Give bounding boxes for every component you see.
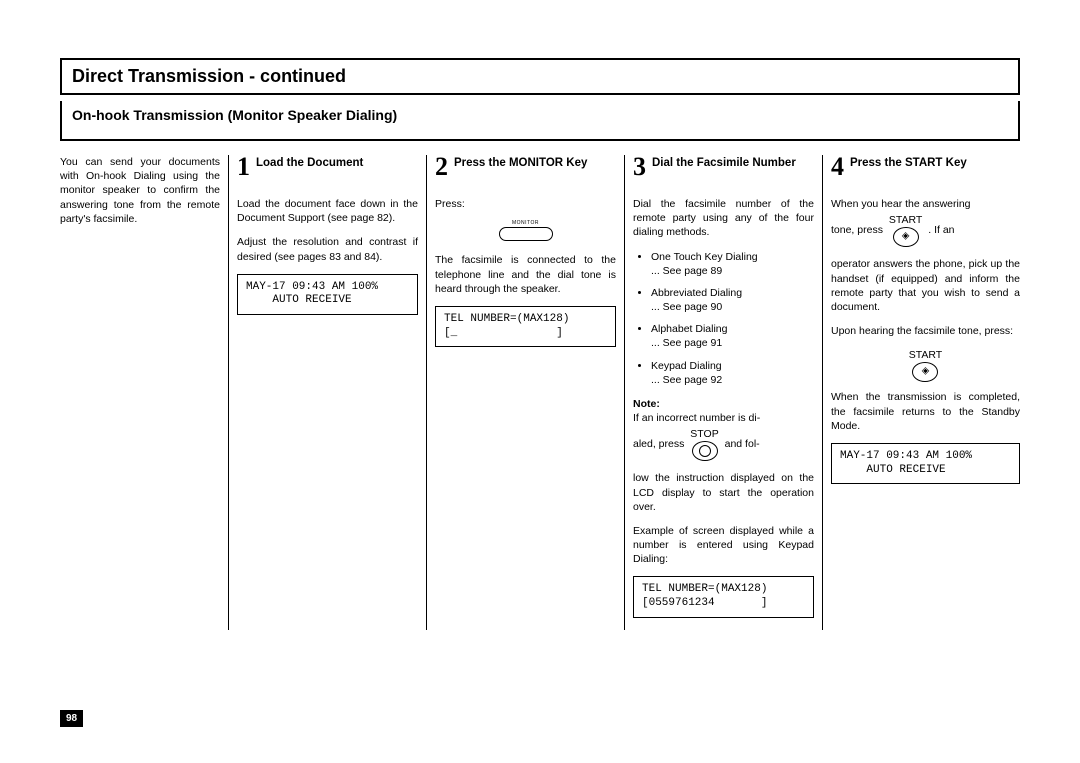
content-columns: You can send your documents with On-hook… — [60, 155, 1020, 630]
start-key-icon — [893, 227, 919, 247]
monitor-key: MONITOR — [435, 221, 616, 245]
step-4-p1a: When you hear the answering — [831, 197, 1020, 211]
step-3-example: Example of screen displayed while a numb… — [633, 524, 814, 567]
step-1-p1: Load the document face down in the Docum… — [237, 197, 418, 225]
monitor-key-icon — [499, 227, 553, 241]
step-3-head: 3 Dial the Facsimile Number — [633, 155, 814, 189]
note-line-3: low the instruction displayed on the LCD… — [633, 471, 814, 514]
step-2-head: 2 Press the MONITOR Key — [435, 155, 616, 189]
step-2-lcd: TEL NUMBER=(MAX128) [_ ] — [435, 306, 616, 348]
method-4: Keypad Dialing ... See page 92 — [651, 359, 814, 387]
page-number: 98 — [60, 710, 83, 727]
step-3-title: Dial the Facsimile Number — [652, 155, 796, 170]
step-3: 3 Dial the Facsimile Number Dial the fac… — [624, 155, 822, 630]
stop-key: STOP — [690, 427, 718, 461]
intro-text: You can send your documents with On-hook… — [60, 155, 220, 226]
intro-column: You can send your documents with On-hook… — [60, 155, 228, 630]
step-1-head: 1 Load the Document — [237, 155, 418, 189]
method-1: One Touch Key Dialing ... See page 89 — [651, 250, 814, 278]
step-2-p1: Press: — [435, 197, 616, 211]
start-key-inline: START — [889, 213, 922, 247]
dialing-methods: One Touch Key Dialing ... See page 89 Ab… — [633, 250, 814, 387]
monitor-key-label: MONITOR — [499, 221, 553, 226]
step-1-p2: Adjust the resolution and contrast if de… — [237, 235, 418, 263]
step-4-head: 4 Press the START Key — [831, 155, 1020, 189]
note-line-1: If an incorrect number is di- — [633, 411, 814, 425]
step-4-title: Press the START Key — [850, 155, 967, 170]
stop-key-icon — [692, 441, 718, 461]
step-2-title: Press the MONITOR Key — [454, 155, 587, 170]
step-4-p1-row: tone, press START . If an — [831, 213, 1020, 247]
step-2-p2: The facsimile is connected to the teleph… — [435, 253, 616, 296]
page-subtitle: On-hook Transmission (Monitor Speaker Di… — [72, 107, 397, 123]
step-3-p1: Dial the facsimile number of the remote … — [633, 197, 814, 240]
step-1-lcd: MAY-17 09:43 AM 100% AUTO RECEIVE — [237, 274, 418, 316]
step-4-num: 4 — [831, 155, 844, 178]
step-4-p4: When the transmission is completed, the … — [831, 390, 1020, 433]
step-4-lcd: MAY-17 09:43 AM 100% AUTO RECEIVE — [831, 443, 1020, 485]
step-2: 2 Press the MONITOR Key Press: MONITOR T… — [426, 155, 624, 630]
step-1-num: 1 — [237, 155, 250, 178]
step-2-num: 2 — [435, 155, 448, 178]
start-key-block: START — [831, 348, 1020, 382]
step-1: 1 Load the Document Load the document fa… — [228, 155, 426, 630]
page-title-box: Direct Transmission - continued — [60, 58, 1020, 95]
step-4-p2: operator answers the phone, pick up the … — [831, 257, 1020, 314]
step-4: 4 Press the START Key When you hear the … — [822, 155, 1020, 630]
page-title: Direct Transmission - continued — [72, 66, 346, 86]
method-3: Alphabet Dialing ... See page 91 — [651, 322, 814, 350]
step-1-title: Load the Document — [256, 155, 363, 170]
note-line-2: aled, press STOP and fol- — [633, 427, 814, 461]
method-2: Abbreviated Dialing ... See page 90 — [651, 286, 814, 314]
step-4-p3: Upon hearing the facsimile tone, press: — [831, 324, 1020, 338]
page-subtitle-box: On-hook Transmission (Monitor Speaker Di… — [60, 101, 1020, 141]
start-key-icon-2 — [912, 362, 938, 382]
step-3-lcd: TEL NUMBER=(MAX128) [0559761234 ] — [633, 576, 814, 618]
note-label: Note: — [633, 397, 814, 411]
step-3-num: 3 — [633, 155, 646, 178]
